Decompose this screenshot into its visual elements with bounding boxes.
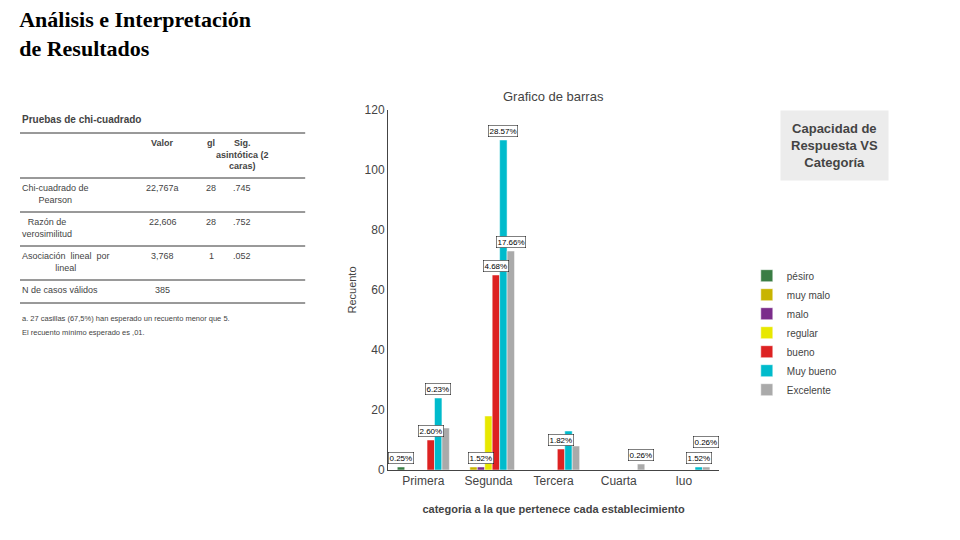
svg-text:El recuento mínimo esperado es: El recuento mínimo esperado es ,01.	[22, 328, 145, 337]
svg-text:60: 60	[371, 283, 385, 297]
svg-text:malo: malo	[787, 309, 809, 320]
svg-text:28.57%: 28.57%	[490, 127, 517, 136]
svg-text:Sig.asintótica (2caras): Sig.asintótica (2caras)	[216, 138, 269, 171]
svg-text:.752: .752	[233, 217, 251, 227]
svg-text:muy malo: muy malo	[787, 290, 831, 301]
svg-text:gl: gl	[207, 138, 215, 148]
svg-text:40: 40	[371, 343, 385, 357]
svg-text:100: 100	[365, 163, 385, 177]
svg-text:.052: .052	[233, 251, 251, 261]
svg-text:3,768: 3,768	[151, 251, 174, 261]
svg-text:Razón deverosimilitud: Razón deverosimilitud	[22, 217, 72, 239]
svg-text:0.26%: 0.26%	[695, 438, 718, 447]
svg-text:Valor: Valor	[151, 138, 174, 148]
svg-text:2.60%: 2.60%	[420, 427, 443, 436]
svg-text:categoria a la que pertenece c: categoria a la que pertenece cada establ…	[422, 503, 685, 515]
svg-text:120: 120	[365, 103, 385, 117]
svg-text:.745: .745	[233, 183, 251, 193]
svg-text:Tercera: Tercera	[534, 474, 574, 488]
svg-text:N de casos válidos: N de casos válidos	[22, 285, 98, 295]
svg-text:Excelente: Excelente	[787, 385, 831, 396]
svg-text:Recuento: Recuento	[346, 266, 358, 313]
svg-text:28: 28	[206, 183, 216, 193]
svg-text:0: 0	[378, 463, 385, 477]
svg-text:Capacidad deRespuesta VSCatego: Capacidad deRespuesta VSCategoría	[791, 121, 878, 170]
svg-text:Pruebas de chi-cuadrado: Pruebas de chi-cuadrado	[22, 114, 141, 125]
svg-text:Análisis e Interpretaciónde Re: Análisis e Interpretaciónde Resultados	[19, 7, 251, 61]
svg-text:1.52%: 1.52%	[688, 454, 711, 463]
svg-text:80: 80	[371, 223, 385, 237]
svg-text:Grafico de barras: Grafico de barras	[503, 89, 604, 104]
svg-text:22,606: 22,606	[149, 217, 177, 227]
svg-text:20: 20	[371, 403, 385, 417]
svg-text:Cuarta: Cuarta	[601, 474, 637, 488]
svg-text:6.23%: 6.23%	[427, 385, 450, 394]
svg-text:22,767a: 22,767a	[146, 183, 179, 193]
svg-text:385: 385	[155, 285, 170, 295]
svg-text:4.68%: 4.68%	[485, 262, 508, 271]
svg-text:Muy bueno: Muy bueno	[787, 366, 837, 377]
svg-text:1.52%: 1.52%	[470, 454, 493, 463]
svg-text:28: 28	[206, 217, 216, 227]
svg-text:0.26%: 0.26%	[630, 451, 653, 460]
svg-text:Asociación lineal porlineal: Asociación lineal porlineal	[22, 251, 110, 273]
svg-text:Chi-cuadrado dePearson: Chi-cuadrado dePearson	[22, 183, 89, 205]
svg-text:Iuo: Iuo	[676, 474, 693, 488]
svg-text:Primera: Primera	[402, 474, 444, 488]
svg-text:17.66%: 17.66%	[498, 238, 525, 247]
svg-text:Segunda: Segunda	[464, 474, 512, 488]
svg-text:0.25%: 0.25%	[390, 454, 413, 463]
svg-text:regular: regular	[787, 328, 819, 339]
svg-text:1: 1	[209, 251, 214, 261]
svg-text:a. 27 casillas (67,5%) han esp: a. 27 casillas (67,5%) han esperado un r…	[22, 314, 230, 323]
svg-text:pésiro: pésiro	[787, 271, 815, 282]
svg-text:1.82%: 1.82%	[550, 436, 573, 445]
svg-text:bueno: bueno	[787, 347, 815, 358]
